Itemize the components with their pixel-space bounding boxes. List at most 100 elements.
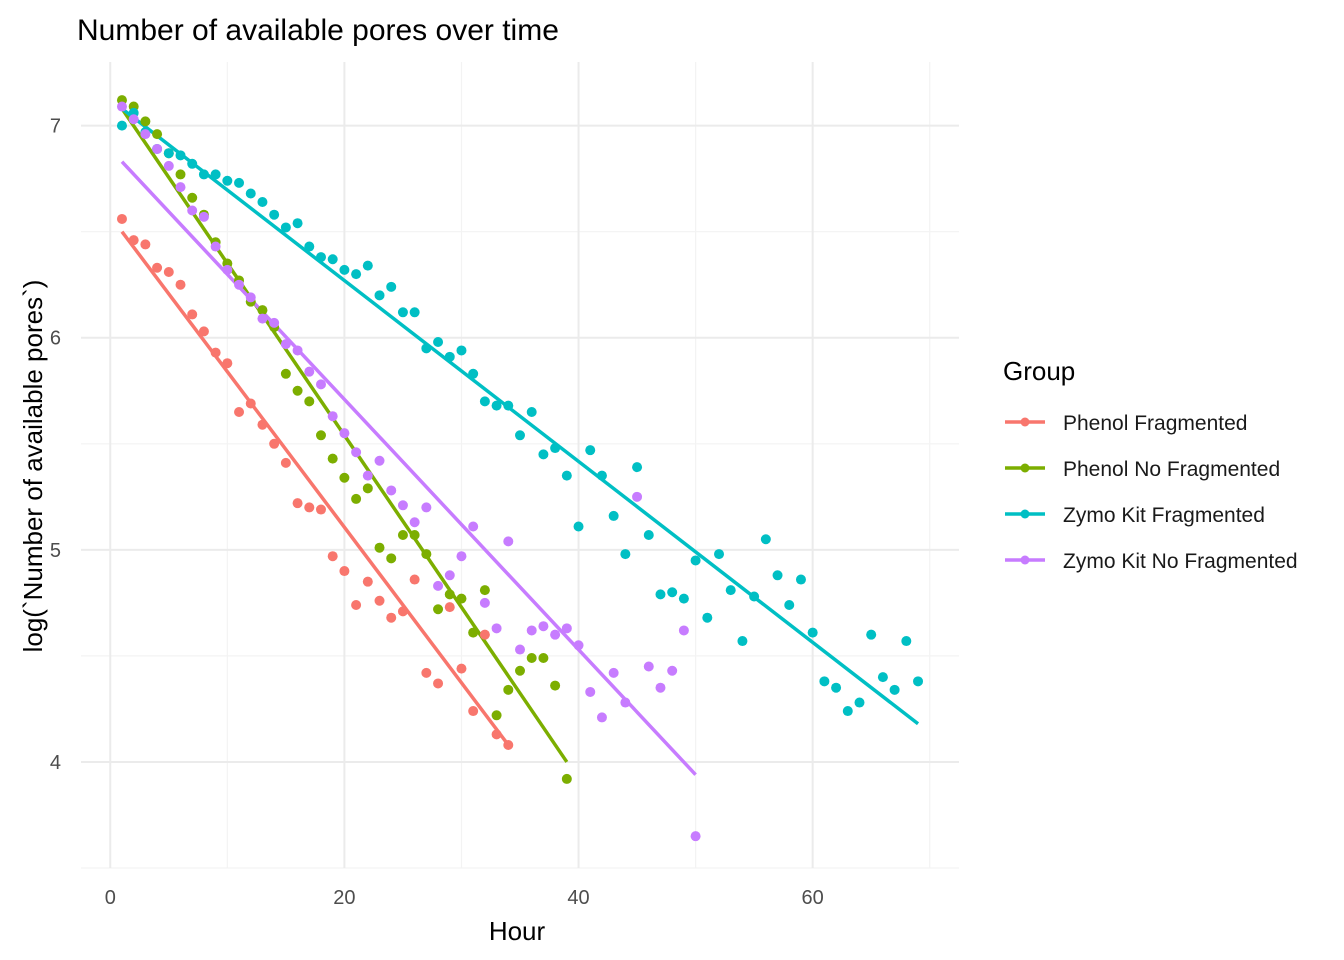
data-point xyxy=(421,502,432,513)
legend-key-point xyxy=(1020,417,1030,427)
data-point xyxy=(643,529,654,540)
data-point xyxy=(421,343,432,354)
data-points xyxy=(116,95,924,842)
legend-key-point xyxy=(1020,509,1030,519)
data-point xyxy=(280,339,291,350)
data-point xyxy=(152,129,163,140)
data-point xyxy=(187,192,198,203)
data-point xyxy=(397,307,408,318)
data-point xyxy=(210,347,221,358)
data-point xyxy=(292,498,303,509)
legend-label: Phenol No Fragmented xyxy=(1063,458,1280,481)
data-point xyxy=(468,627,479,638)
data-point xyxy=(877,672,888,683)
data-point xyxy=(503,684,514,695)
data-point xyxy=(585,445,596,456)
data-point xyxy=(163,266,174,277)
data-point xyxy=(245,398,256,409)
data-point xyxy=(210,169,221,180)
data-point xyxy=(315,504,326,515)
data-point xyxy=(538,449,549,460)
data-point xyxy=(245,292,256,303)
data-point xyxy=(620,697,631,708)
data-point xyxy=(503,536,514,547)
data-point xyxy=(163,148,174,159)
data-point xyxy=(128,235,139,246)
data-point xyxy=(538,621,549,632)
data-point xyxy=(468,368,479,379)
data-point xyxy=(175,279,186,290)
data-point xyxy=(245,188,256,199)
data-point xyxy=(128,114,139,125)
data-point xyxy=(234,279,245,290)
data-point xyxy=(433,604,444,615)
x-tick-label: 20 xyxy=(333,887,355,909)
data-point xyxy=(234,406,245,417)
data-point xyxy=(351,493,362,504)
data-point xyxy=(304,396,315,407)
data-point xyxy=(503,739,514,750)
data-point xyxy=(374,542,385,553)
data-point xyxy=(690,555,701,566)
data-point xyxy=(737,636,748,647)
data-point xyxy=(397,606,408,617)
data-point xyxy=(327,453,338,464)
data-point xyxy=(819,676,830,687)
data-point xyxy=(187,158,198,169)
data-point xyxy=(339,428,350,439)
y-tick-label: 6 xyxy=(50,328,61,350)
data-point xyxy=(620,549,631,560)
data-point xyxy=(479,597,490,608)
data-point xyxy=(596,470,607,481)
data-point xyxy=(608,667,619,678)
data-point xyxy=(116,101,127,112)
data-point xyxy=(772,570,783,581)
data-point xyxy=(515,644,525,655)
data-point xyxy=(280,222,291,233)
data-point xyxy=(140,129,151,140)
legend-label: Zymo Kit Fragmented xyxy=(1063,504,1265,527)
data-point xyxy=(234,177,245,188)
data-point xyxy=(913,676,924,687)
data-point xyxy=(831,682,842,693)
data-point xyxy=(854,697,865,708)
data-point xyxy=(315,252,326,263)
legend-key-point xyxy=(1020,555,1030,565)
data-point xyxy=(550,629,561,640)
fit-line xyxy=(120,230,510,747)
data-point xyxy=(351,447,362,458)
data-point xyxy=(784,599,795,610)
data-point xyxy=(292,218,303,229)
data-point xyxy=(526,625,537,636)
data-point xyxy=(362,576,373,587)
data-point xyxy=(456,345,467,356)
data-point xyxy=(889,684,900,695)
data-point xyxy=(304,366,315,377)
data-point xyxy=(374,290,385,301)
data-point xyxy=(409,517,420,528)
data-point xyxy=(655,589,666,600)
data-point xyxy=(269,317,280,328)
data-point xyxy=(163,160,174,171)
data-point xyxy=(573,640,584,651)
data-point xyxy=(444,570,455,581)
data-point xyxy=(386,612,397,623)
data-point xyxy=(678,593,689,604)
data-point xyxy=(304,241,315,252)
data-point xyxy=(327,551,338,562)
data-point xyxy=(550,443,561,454)
data-point xyxy=(175,182,186,193)
data-point xyxy=(351,269,362,280)
data-point xyxy=(386,281,397,292)
x-tick-label: 40 xyxy=(567,887,589,909)
legend-title: Group xyxy=(1003,356,1075,386)
data-point xyxy=(667,665,678,676)
data-point xyxy=(725,585,736,596)
data-point xyxy=(702,612,713,623)
data-point xyxy=(456,551,467,562)
data-point xyxy=(468,706,479,717)
data-point xyxy=(257,305,268,316)
data-point xyxy=(491,623,502,634)
data-point xyxy=(327,411,338,422)
y-axis-ticks: 4 5 6 7 xyxy=(50,116,61,774)
